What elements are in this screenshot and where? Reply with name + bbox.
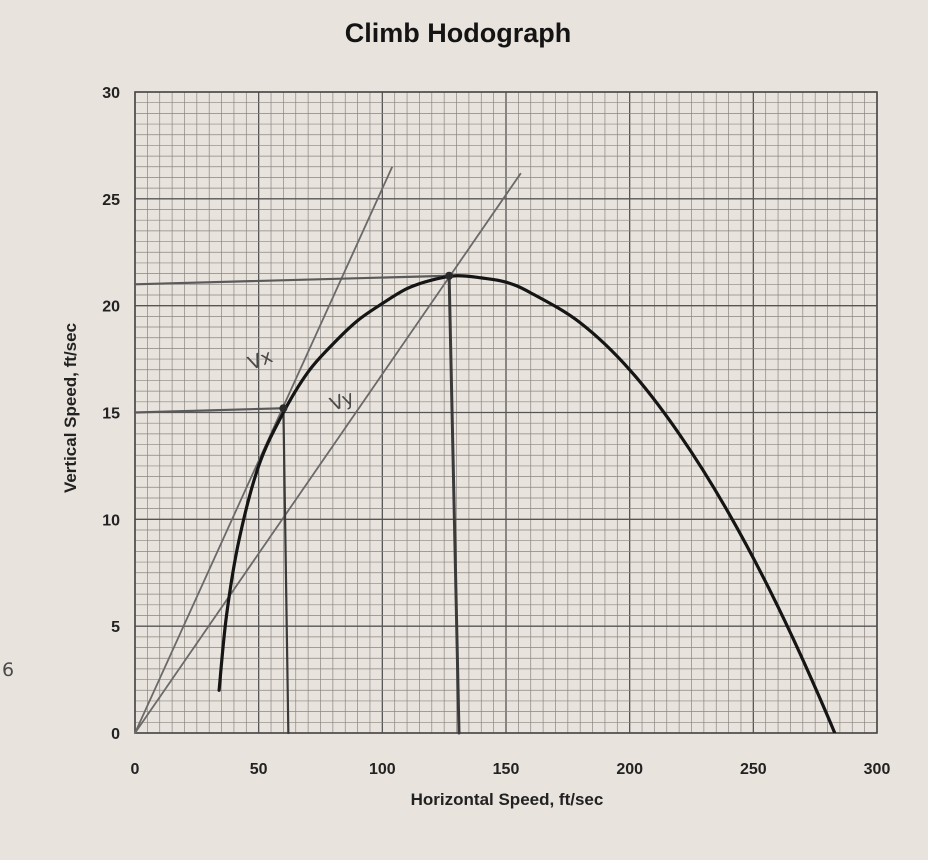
x-tick-label: 0: [131, 761, 140, 778]
y-tick-label: 25: [102, 192, 120, 209]
series-group: [217, 274, 837, 733]
y-tick-labels: 0 5 10 15 20 25 30: [102, 85, 120, 743]
x-tick-label: 250: [740, 761, 767, 778]
vx-point: [279, 404, 288, 413]
y-tick-label: 10: [102, 512, 120, 529]
vertical-reference-line: [447, 274, 461, 735]
x-tick-labels: 0 50 100 150 200 250 300: [131, 761, 891, 778]
vertical-reference-line: [282, 407, 290, 735]
y-tick-label: 0: [111, 726, 120, 743]
y-tick-label: 5: [111, 619, 120, 636]
x-tick-label: 150: [493, 761, 520, 778]
hodograph-curve: [217, 274, 837, 733]
horizontal-reference-line: [133, 274, 451, 286]
y-tick-label: 30: [102, 85, 120, 102]
x-tick-label: 50: [250, 761, 268, 778]
tangent-line: [134, 172, 522, 734]
x-tick-label: 300: [864, 761, 891, 778]
y-tick-label: 20: [102, 299, 120, 316]
vy-point: [445, 271, 454, 280]
grid: [134, 91, 878, 734]
y-tick-label: 15: [102, 406, 120, 423]
x-tick-label: 100: [369, 761, 396, 778]
chart-title: Climb Hodograph: [345, 18, 571, 48]
horizontal-reference-line: [133, 407, 285, 414]
y-axis-label: Vertical Speed, ft/sec: [61, 323, 80, 493]
x-tick-label: 200: [616, 761, 643, 778]
x-axis-label: Horizontal Speed, ft/sec: [411, 790, 604, 809]
margin-mark: 6: [2, 659, 14, 681]
